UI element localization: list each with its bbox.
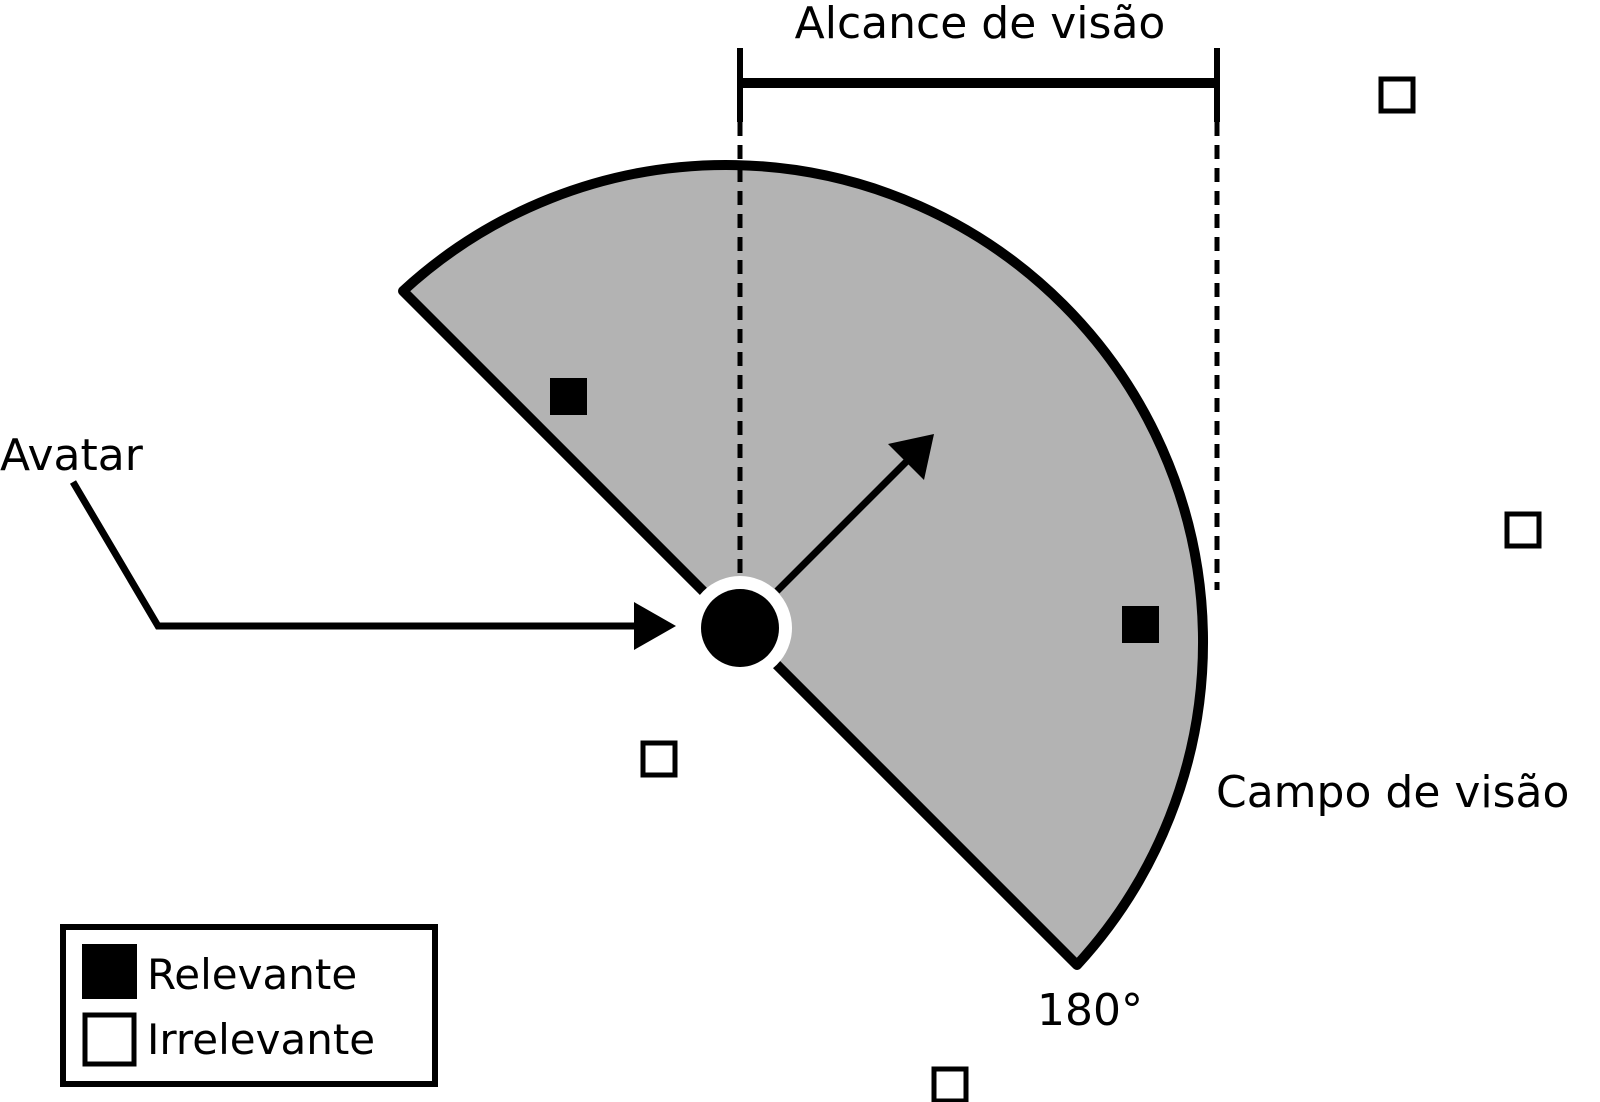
irrelevant-object (1378, 76, 1416, 114)
avatar-dot (701, 589, 779, 667)
irrelevant-object (1504, 511, 1542, 549)
angle-label: 180° (1037, 985, 1143, 1036)
relevant-object (1122, 606, 1159, 643)
legend: Relevante Irrelevante (60, 924, 438, 1087)
irrelevant-object (931, 1066, 969, 1102)
legend-relevant-swatch (82, 944, 137, 999)
legend-relevant-label: Relevante (147, 950, 357, 999)
irrelevant-object (640, 740, 678, 778)
legend-irrelevant-label: Irrelevante (147, 1015, 375, 1064)
heading-arrow (774, 434, 934, 594)
relevant-object (550, 378, 587, 415)
field-of-view-label: Campo de visão (1216, 767, 1569, 818)
avatar-pointer (69, 480, 676, 650)
vision-range-label: Alcance de visão (795, 0, 1166, 49)
vision-range-bracket (737, 48, 1220, 590)
avatar-label: Avatar (0, 430, 144, 481)
legend-irrelevant-swatch (82, 1012, 137, 1067)
